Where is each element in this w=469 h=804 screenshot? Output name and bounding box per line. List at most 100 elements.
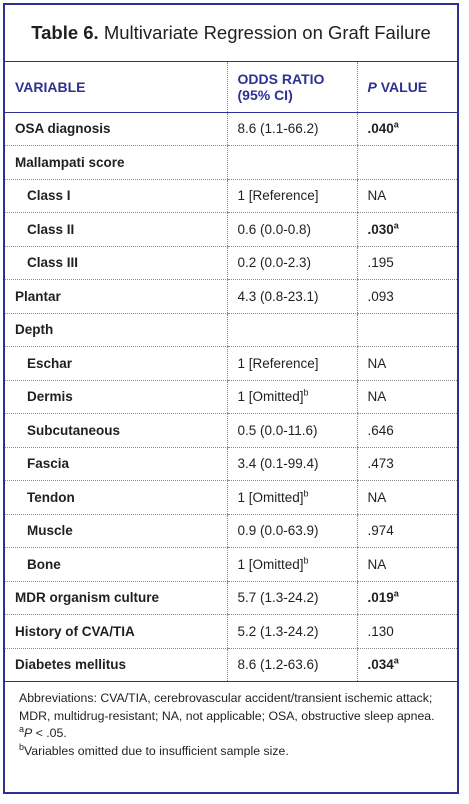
cell-p-value: .473 [356, 447, 457, 481]
odds-ratio-value: 1 [Reference] [237, 355, 319, 371]
cell-odds-ratio: 4.3 (0.8-23.1) [226, 279, 357, 314]
table-caption: Multivariate Regression on Graft Failure [103, 22, 431, 43]
odds-ratio-value: 8.6 (1.2-63.6) [237, 657, 319, 673]
cell-variable: Subcutaneous [5, 413, 227, 448]
header-p-rest: VALUE [376, 78, 428, 95]
cell-p-value: .030a [356, 212, 457, 247]
p-value: .646 [367, 422, 394, 438]
p-value-footnote-marker: a [393, 655, 399, 666]
cell-p-value: NA [356, 346, 457, 381]
odds-ratio-value: 4.3 (0.8-23.1) [237, 288, 319, 304]
cell-odds-ratio: 1 [Reference] [226, 179, 357, 213]
table-row: Mallampati score [5, 145, 457, 180]
odds-ratio-footnote-marker: b [303, 387, 309, 398]
p-value-footnote-marker: a [393, 588, 399, 599]
regression-table: VARIABLE ODDS RATIO (95% CI) P VALUE OSA… [5, 62, 457, 682]
p-value: .019 [367, 590, 394, 606]
header-odds-ratio-line1: ODDS RATIO [237, 70, 325, 87]
table-body: OSA diagnosis 8.6 (1.1-66.2) .040a Mallampa… [5, 112, 457, 682]
header-p-italic: P [367, 78, 377, 95]
cell-odds-ratio: 1 [Omitted]b [226, 547, 357, 582]
footnote-a-marker: a [19, 723, 25, 734]
table-row: History of CVA/TIA 5.2 (1.3-24.2) .130 [5, 614, 457, 649]
footnote-a-text: < .05. [32, 726, 67, 740]
odds-ratio-value: 0.2 (0.0-2.3) [237, 255, 312, 271]
footnote-b-marker: b [19, 741, 25, 752]
odds-ratio-value: 1 [Omitted] [237, 389, 304, 405]
header-odds-ratio: ODDS RATIO (95% CI) [226, 62, 357, 113]
table-row: Dermis 1 [Omitted]b NA [5, 380, 457, 414]
cell-p-value: .646 [356, 413, 457, 448]
cell-odds-ratio: 1 [Reference] [226, 346, 357, 381]
footnote-a-italic: P [24, 726, 33, 740]
cell-variable: Mallampati score [5, 145, 227, 180]
p-value: NA [367, 188, 387, 204]
cell-variable: Depth [5, 313, 227, 347]
table-frame: Table 6. Multivariate Regression on Graf… [3, 3, 459, 794]
table-row: Tendon 1 [Omitted]b NA [5, 480, 457, 515]
table-row: Class II 0.6 (0.0-0.8) .030a [5, 212, 457, 247]
table-title: Table 6. Multivariate Regression on Graf… [5, 5, 457, 62]
table-footnotes: Abbreviations: CVA/TIA, cerebrovascular … [5, 682, 457, 760]
table-row: Muscle 0.9 (0.0-63.9) .974 [5, 514, 457, 548]
p-value-footnote-marker: a [393, 119, 399, 130]
table-row: OSA diagnosis 8.6 (1.1-66.2) .040a [5, 112, 457, 146]
table-row: Bone 1 [Omitted]b NA [5, 547, 457, 582]
cell-p-value: .974 [356, 514, 457, 548]
table-row: Class III 0.2 (0.0-2.3) .195 [5, 246, 457, 280]
p-value: .034 [367, 657, 394, 673]
table-row: Class I 1 [Reference] NA [5, 179, 457, 213]
odds-ratio-value: 5.7 (1.3-24.2) [237, 590, 319, 606]
cell-odds-ratio [226, 145, 357, 180]
cell-p-value: .130 [356, 614, 457, 649]
header-odds-ratio-line2: (95% CI) [237, 86, 293, 103]
p-value: .093 [367, 288, 394, 304]
cell-variable: Tendon [5, 480, 227, 515]
cell-p-value: .019a [356, 581, 457, 615]
table-row: Depth [5, 313, 457, 347]
odds-ratio-value: 0.6 (0.0-0.8) [237, 221, 312, 237]
footnote-b-text: Variables omitted due to insufficient sa… [24, 743, 289, 758]
odds-ratio-footnote-marker: b [303, 488, 309, 499]
odds-ratio-value: 0.5 (0.0-11.6) [237, 422, 318, 438]
cell-odds-ratio: 3.4 (0.1-99.4) [226, 447, 357, 481]
cell-variable: Muscle [5, 514, 227, 548]
odds-ratio-value: 0.9 (0.0-63.9) [237, 523, 319, 539]
cell-odds-ratio: 1 [Omitted]b [226, 380, 357, 414]
table-number: Table 6. [31, 22, 99, 43]
odds-ratio-value: 3.4 (0.1-99.4) [237, 456, 319, 472]
cell-variable: Fascia [5, 447, 227, 481]
p-value: NA [367, 556, 387, 572]
odds-ratio-value: 8.6 (1.1-66.2) [237, 121, 319, 137]
cell-p-value: .040a [356, 112, 457, 146]
p-value: NA [367, 489, 387, 505]
cell-odds-ratio: 0.2 (0.0-2.3) [226, 246, 357, 280]
cell-p-value: NA [356, 547, 457, 582]
cell-odds-ratio: 5.2 (1.3-24.2) [226, 614, 357, 649]
p-value: .195 [367, 255, 394, 271]
cell-odds-ratio [226, 313, 357, 347]
cell-variable: Class I [5, 179, 227, 213]
p-value: NA [367, 355, 387, 371]
cell-p-value: NA [356, 380, 457, 414]
table-row: Subcutaneous 0.5 (0.0-11.6) .646 [5, 413, 457, 448]
p-value: .473 [367, 456, 394, 472]
header-row: VARIABLE ODDS RATIO (95% CI) P VALUE [5, 62, 457, 113]
cell-p-value [356, 145, 457, 180]
cell-variable: Dermis [5, 380, 227, 414]
p-value: .974 [367, 523, 394, 539]
cell-variable: History of CVA/TIA [5, 614, 227, 649]
cell-odds-ratio: 0.5 (0.0-11.6) [226, 413, 357, 448]
cell-variable: Class III [5, 246, 227, 280]
odds-ratio-value: 1 [Reference] [237, 188, 319, 204]
odds-ratio-value: 1 [Omitted] [237, 556, 304, 572]
cell-variable: Class II [5, 212, 227, 247]
odds-ratio-value: 5.2 (1.3-24.2) [237, 623, 319, 639]
odds-ratio-value: 1 [Omitted] [237, 489, 304, 505]
p-value: .040 [367, 121, 394, 137]
odds-ratio-footnote-marker: b [303, 555, 309, 566]
p-value-footnote-marker: a [393, 220, 399, 231]
cell-odds-ratio: 5.7 (1.3-24.2) [226, 581, 357, 615]
cell-odds-ratio: 0.6 (0.0-0.8) [226, 212, 357, 247]
cell-p-value [356, 313, 457, 347]
